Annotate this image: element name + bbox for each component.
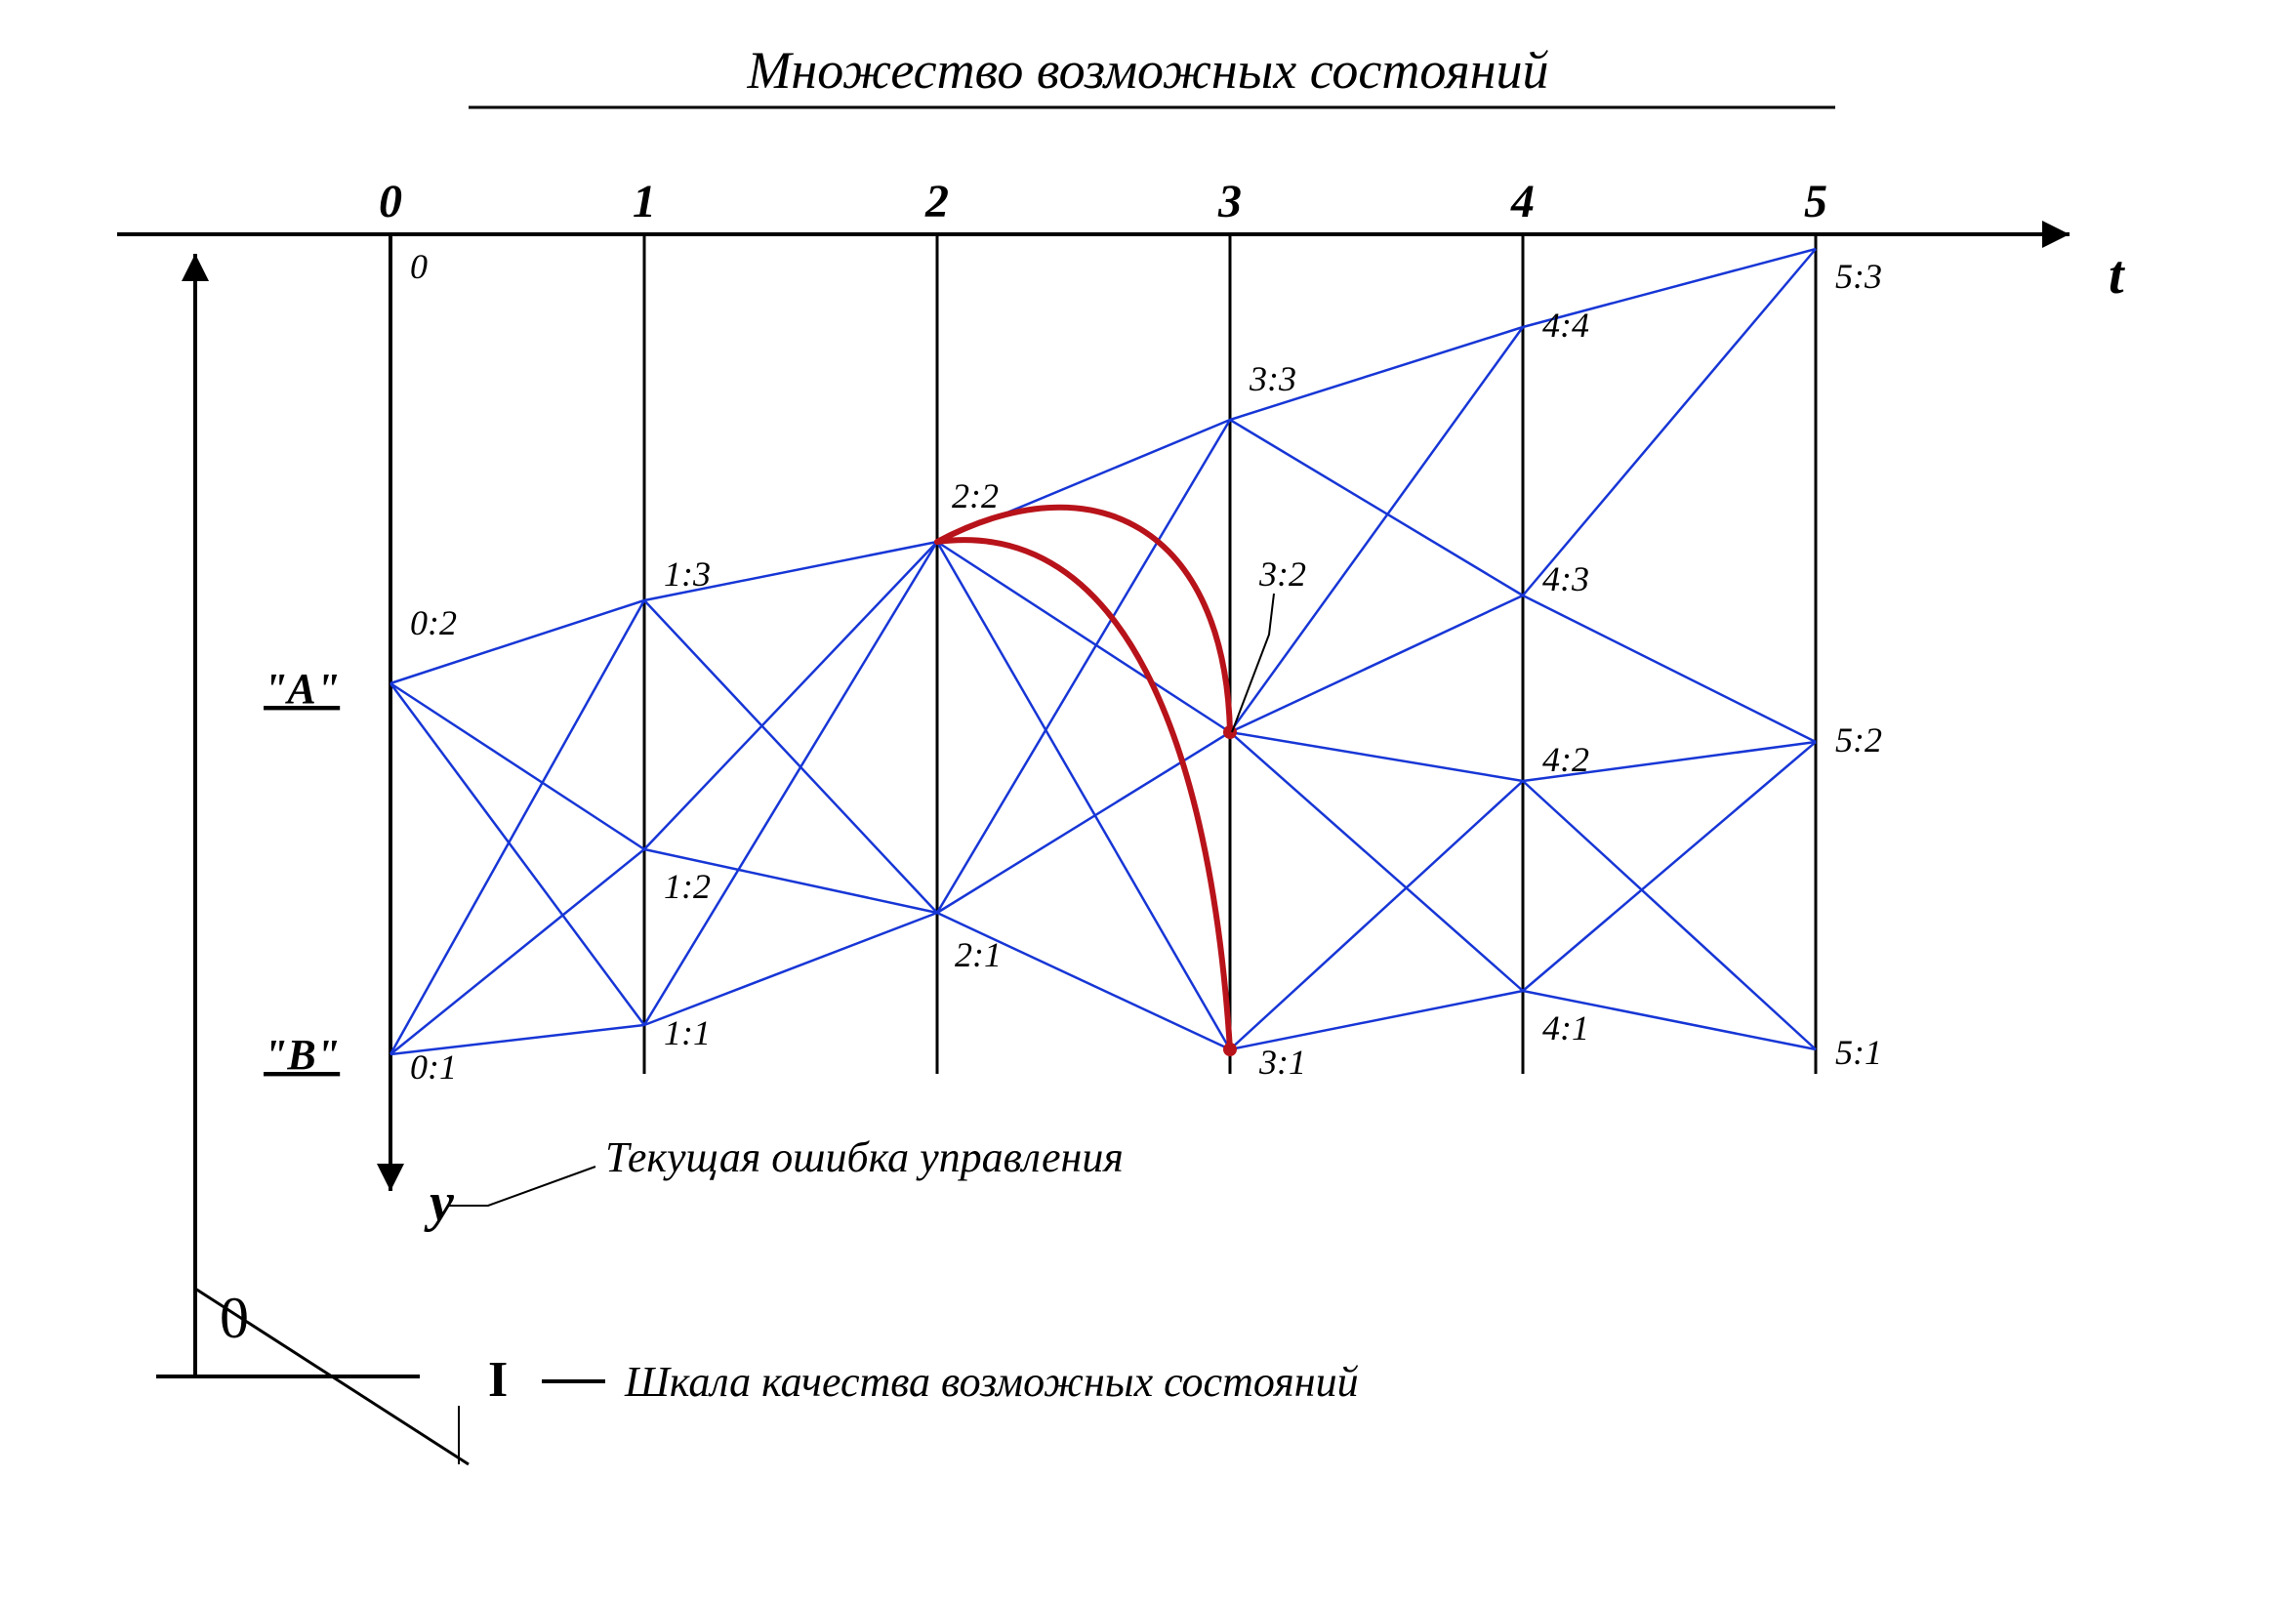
- node-label: 2:2: [952, 476, 999, 515]
- node-label: 5:3: [1835, 257, 1882, 296]
- node-label: 0:1: [410, 1047, 457, 1087]
- edge: [1523, 249, 1816, 595]
- edge: [1230, 732, 1523, 991]
- t-tick-4: 4: [1510, 176, 1535, 227]
- edge: [1230, 991, 1523, 1049]
- t-tick-2: 2: [924, 176, 949, 227]
- highlight-dot: [1223, 1043, 1237, 1056]
- edge: [644, 542, 937, 1025]
- caption-error-leader: [449, 1167, 595, 1206]
- t-axis-label: t: [2109, 245, 2125, 306]
- node-label: 1:1: [664, 1013, 711, 1052]
- node-label: 0:2: [410, 603, 457, 642]
- t-tick-3: 3: [1217, 176, 1242, 227]
- edge: [937, 732, 1230, 913]
- edge: [1523, 595, 1816, 742]
- edge: [937, 913, 1230, 1049]
- edge: [644, 913, 937, 1025]
- edge: [644, 600, 937, 913]
- point-B-label: "В": [264, 1031, 340, 1079]
- node-label: 5:1: [1835, 1033, 1882, 1072]
- node-label: 3:3: [1249, 359, 1296, 398]
- edges-group: [390, 249, 1816, 1054]
- node-label: 5:2: [1835, 720, 1882, 759]
- node-label: 4:1: [1542, 1008, 1589, 1047]
- edge: [390, 683, 644, 849]
- node-label: 1:3: [664, 554, 711, 594]
- caption-I: I: [488, 1352, 508, 1408]
- page-title: Множество возможных состояний: [746, 41, 1548, 100]
- caption-scale: Шкала качества возможных состояний: [624, 1358, 1359, 1406]
- edge: [1523, 742, 1816, 991]
- edge: [390, 683, 644, 1025]
- point-A-label: "А": [264, 665, 340, 713]
- t-tick-1: 1: [633, 176, 656, 227]
- node-label: 4:3: [1542, 559, 1589, 598]
- node-label: 4:2: [1542, 740, 1589, 779]
- node-label: 1:2: [664, 867, 711, 906]
- node-32-leader: [1232, 594, 1274, 732]
- y-axis-label: y: [424, 1172, 455, 1233]
- node-label: 2:1: [955, 935, 1002, 974]
- edge: [390, 849, 644, 1054]
- edge: [1230, 595, 1523, 732]
- node-label: 0: [410, 247, 428, 286]
- node-label: 4:4: [1542, 306, 1589, 345]
- edge: [1230, 732, 1523, 781]
- node-label: 3:2: [1258, 554, 1306, 594]
- caption-error: Текущая ошибка управления: [605, 1133, 1124, 1181]
- zero-label: 0: [220, 1286, 249, 1350]
- node-label: 3:1: [1258, 1043, 1306, 1082]
- t-tick-0: 0: [379, 176, 402, 227]
- edge: [1230, 781, 1523, 1049]
- t-tick-5: 5: [1804, 176, 1827, 227]
- edge: [390, 600, 644, 1054]
